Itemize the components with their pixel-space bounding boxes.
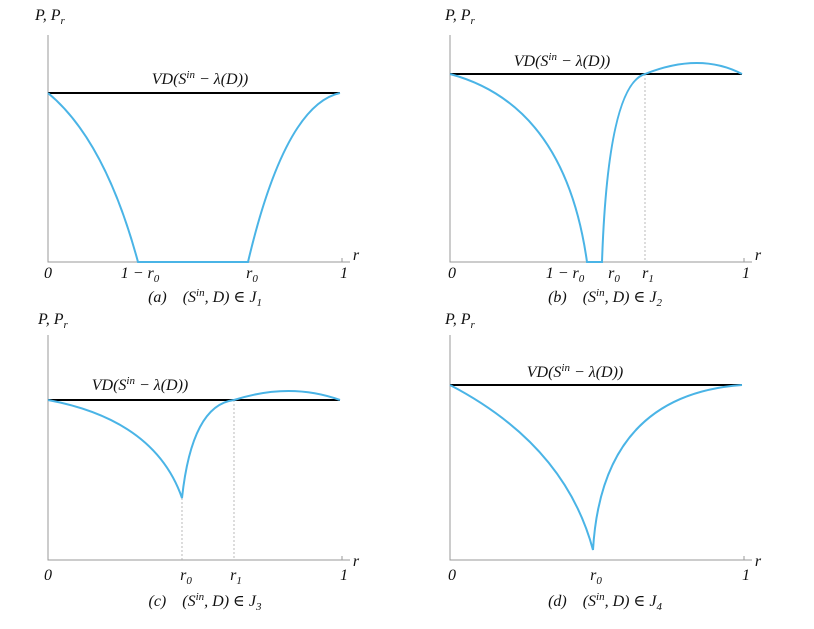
y-axis-label: P, Pr — [34, 7, 65, 27]
curve-label: VD(Sin − λ(D)) — [92, 375, 188, 394]
curve — [449, 62, 743, 263]
text-part: 0 — [186, 575, 192, 587]
text-part: r — [470, 319, 475, 331]
x-axis-label: r — [755, 247, 762, 264]
text-part: P, P — [444, 7, 471, 24]
text-part: , D) ∈ J — [204, 593, 257, 610]
x-start-label: 0 — [448, 265, 456, 282]
text-part: (b) (S — [548, 289, 596, 306]
text-part: P, P — [444, 311, 471, 328]
curve-label: VD(Sin − λ(D)) — [514, 51, 610, 70]
text-part: , D) ∈ J — [605, 289, 658, 306]
text-part: r — [180, 567, 187, 584]
text-part: P, P — [34, 7, 61, 24]
text-part: 1 − r — [546, 265, 580, 282]
text-part: in — [561, 362, 570, 374]
text-part: − λ(D)) — [135, 377, 188, 394]
x-mark-label: r1 — [230, 567, 242, 587]
panel-a — [47, 35, 350, 263]
text-part: 2 — [656, 297, 662, 309]
text-part: VD(S — [527, 364, 562, 381]
text-part: VD(S — [92, 377, 127, 394]
text-part: 0 — [614, 273, 620, 285]
x-start-label: 0 — [44, 567, 52, 584]
curve — [449, 384, 743, 551]
axes — [47, 35, 350, 263]
x-mark-label: r0 — [180, 567, 192, 587]
text-part: r — [608, 265, 615, 282]
text-part: P, P — [37, 311, 64, 328]
text-part: 1 − r — [121, 265, 155, 282]
text-part: VD(S — [152, 71, 187, 88]
x-mark-label: 1 − r0 — [121, 265, 160, 285]
x-axis-label: r — [353, 553, 360, 570]
text-part: r — [642, 265, 649, 282]
text-part: r — [470, 15, 475, 27]
text-part: r — [246, 265, 253, 282]
axes — [449, 35, 752, 263]
caption: (b) (Sin, D) ∈ J2 — [548, 287, 662, 309]
y-axis-label: P, Pr — [37, 311, 68, 331]
x-mark-label: r1 — [642, 265, 654, 285]
text-part: VD(S — [514, 53, 549, 70]
text-part: − λ(D)) — [557, 53, 610, 70]
panel-d — [449, 335, 752, 561]
text-part: in — [126, 375, 135, 387]
x-mark-label: r0 — [246, 265, 258, 285]
axes — [449, 335, 752, 561]
curve-label: VD(Sin − λ(D)) — [152, 69, 248, 88]
x-end-label: 1 — [340, 567, 348, 584]
x-end-label: 1 — [742, 567, 750, 584]
x-axis-label: r — [755, 553, 762, 570]
text-part: 4 — [656, 601, 662, 613]
text-part: 0 — [579, 273, 585, 285]
text-part: 1 — [648, 273, 654, 285]
x-end-label: 1 — [340, 265, 348, 282]
x-mark-label: 1 − r0 — [546, 265, 585, 285]
text-part: in — [596, 287, 605, 299]
text-part: , D) ∈ J — [605, 593, 658, 610]
x-mark-label: r0 — [608, 265, 620, 285]
x-mark-label: r0 — [590, 567, 602, 587]
text-part: (c) (S — [149, 593, 196, 610]
text-part: r — [60, 15, 65, 27]
text-part: in — [196, 287, 205, 299]
text-part: in — [196, 591, 205, 603]
text-part: in — [548, 51, 557, 63]
text-part: 1 — [236, 575, 242, 587]
text-part: (d) (S — [548, 593, 596, 610]
panel-c — [47, 335, 350, 561]
caption: (d) (Sin, D) ∈ J4 — [548, 591, 662, 613]
caption: (a) (Sin, D) ∈ J1 — [148, 287, 262, 309]
text-part: r — [230, 567, 237, 584]
text-part: in — [186, 69, 195, 81]
axes — [47, 335, 350, 561]
x-axis-label: r — [353, 247, 360, 264]
text-part: 0 — [596, 575, 602, 587]
x-start-label: 0 — [448, 567, 456, 584]
text-part: 0 — [252, 273, 258, 285]
text-part: r — [63, 319, 68, 331]
x-end-label: 1 — [742, 265, 750, 282]
text-part: in — [596, 591, 605, 603]
curve — [47, 390, 341, 499]
y-axis-label: P, Pr — [444, 311, 475, 331]
text-part: (a) (S — [148, 289, 196, 306]
x-start-label: 0 — [44, 265, 52, 282]
curve-label: VD(Sin − λ(D)) — [527, 362, 623, 381]
panel-b — [449, 35, 752, 263]
caption: (c) (Sin, D) ∈ J3 — [149, 591, 262, 613]
text-part: , D) ∈ J — [205, 289, 258, 306]
text-part: 0 — [154, 273, 160, 285]
curve — [47, 92, 341, 263]
text-part: − λ(D)) — [195, 71, 248, 88]
text-part: 1 — [256, 297, 262, 309]
text-part: − λ(D)) — [570, 364, 623, 381]
text-part: r — [590, 567, 597, 584]
text-part: 3 — [255, 601, 262, 613]
y-axis-label: P, Pr — [444, 7, 475, 27]
